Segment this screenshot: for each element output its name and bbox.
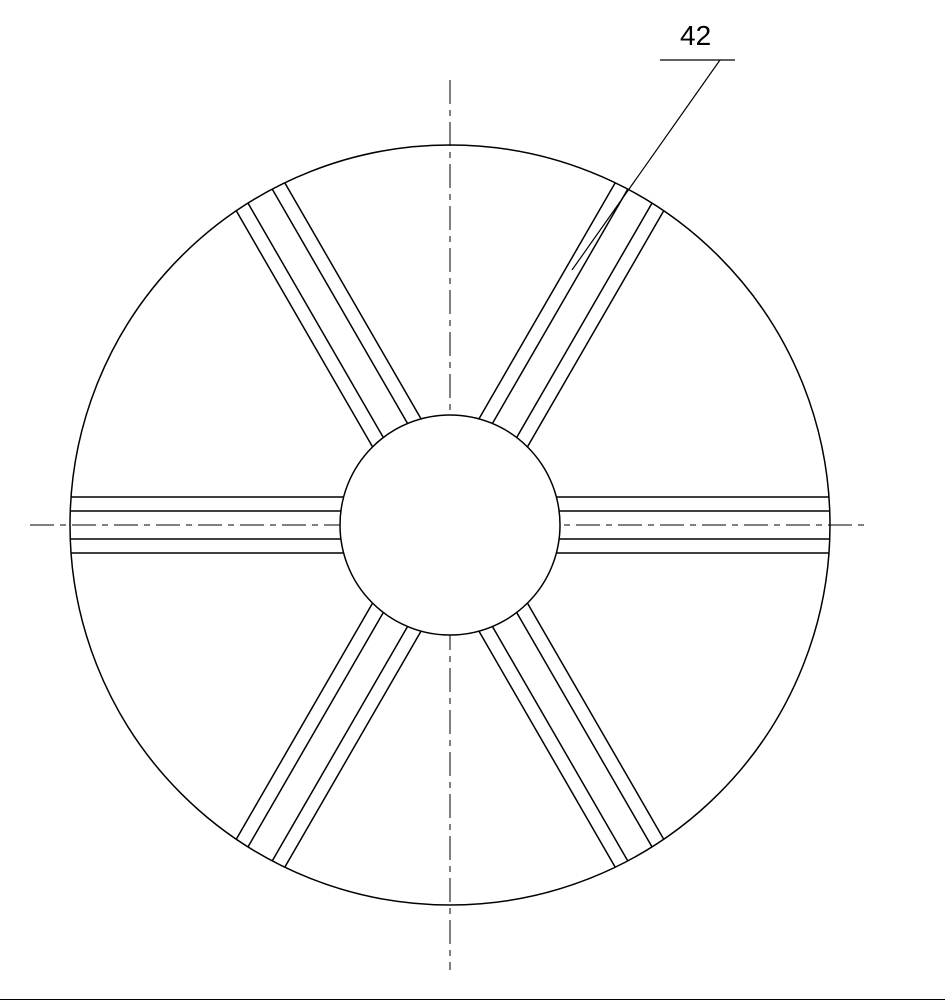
spoke-line (248, 203, 383, 437)
label-leader-line (572, 60, 720, 270)
diagram-canvas: 42 (0, 0, 945, 1000)
spoke-line (517, 203, 652, 437)
inner-circle (340, 415, 560, 635)
spoke-line (517, 612, 652, 846)
spoke-line (492, 189, 627, 423)
spoke-line (492, 626, 627, 860)
part-label: 42 (680, 20, 711, 51)
spoke-line (248, 612, 383, 846)
spoke-line (272, 626, 407, 860)
spoke-line (272, 189, 407, 423)
